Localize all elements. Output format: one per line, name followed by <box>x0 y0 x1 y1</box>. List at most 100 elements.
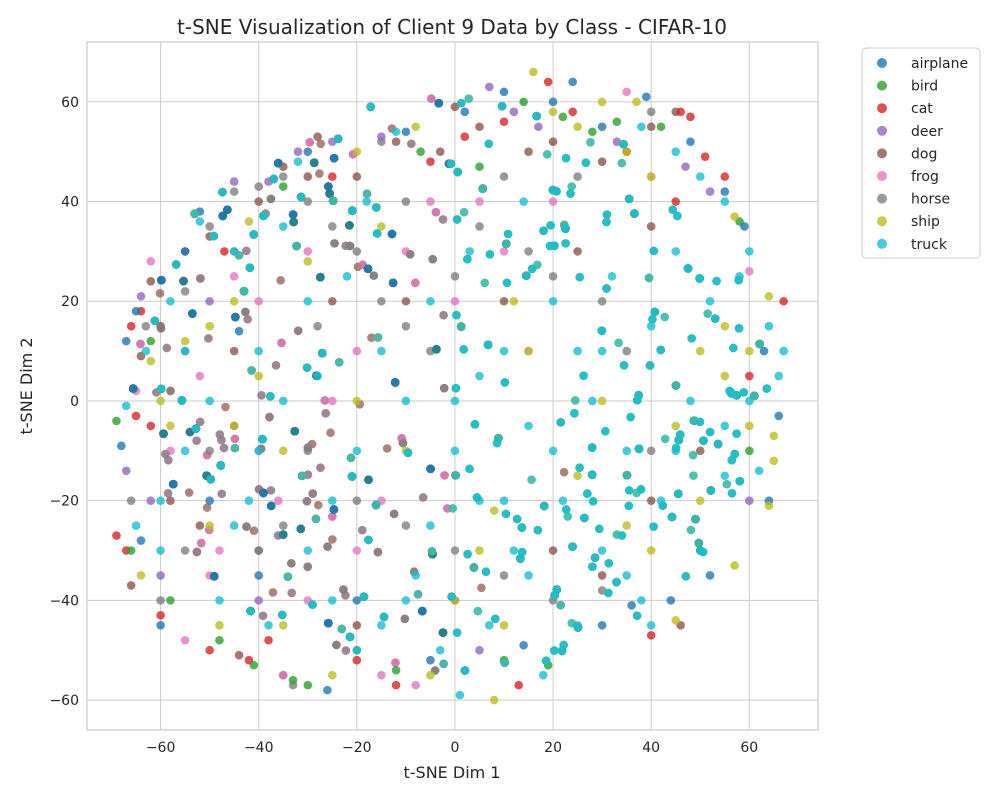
scatter-point-horse <box>548 272 558 281</box>
scatter-point-dog <box>559 467 569 477</box>
scatter-point-frog <box>197 538 206 548</box>
scatter-point-dog <box>548 137 558 147</box>
scatter-point-cat <box>352 655 362 665</box>
scatter-point-truck <box>427 547 437 556</box>
scatter-point-truck <box>644 273 654 283</box>
scatter-point-truck <box>362 197 371 206</box>
scatter-point-truck <box>725 386 734 396</box>
y-tick-label: 0 <box>70 394 79 410</box>
scatter-point-truck <box>372 203 381 212</box>
scatter-point-truck <box>372 229 382 238</box>
scatter-point-ship <box>352 147 362 156</box>
scatter-point-horse <box>242 522 251 531</box>
scatter-point-ship <box>730 561 739 570</box>
plot-area-frame <box>86 41 819 731</box>
scatter-point-truck <box>448 504 458 513</box>
scatter-point-airplane <box>329 153 339 163</box>
scatter-point-truck <box>548 185 558 195</box>
scatter-point-truck <box>745 247 754 256</box>
scatter-point-airplane <box>686 137 695 147</box>
scatter-point-frog <box>303 247 313 256</box>
scatter-point-truck <box>509 546 519 555</box>
scatter-point-truck <box>347 472 357 481</box>
scatter-point-truck <box>377 346 386 356</box>
scatter-point-ship <box>764 501 774 510</box>
scatter-point-truck <box>720 197 730 206</box>
scatter-point-airplane <box>290 426 300 436</box>
scatter-point-dog <box>303 172 313 181</box>
scatter-point-truck <box>156 384 166 394</box>
scatter-point-airplane <box>157 275 166 285</box>
scatter-point-truck <box>278 610 287 620</box>
scatter-point-truck <box>254 446 264 456</box>
scatter-point-truck <box>492 438 502 448</box>
scatter-point-truck <box>619 139 628 149</box>
scatter-point-frog <box>195 371 205 381</box>
scatter-point-truck <box>229 247 239 256</box>
scatter-point-ship <box>489 506 499 515</box>
scatter-point-truck <box>558 496 568 505</box>
legend-marker-horse <box>877 193 887 204</box>
scatter-point-truck <box>710 314 720 323</box>
scatter-point-deer <box>705 187 715 196</box>
scatter-point-airplane <box>289 217 298 227</box>
scatter-point-dog <box>313 132 322 142</box>
scatter-point-ship <box>671 421 681 431</box>
scatter-point-dog <box>450 102 460 112</box>
scatter-point-truck <box>691 514 700 524</box>
scatter-point-truck <box>563 512 573 521</box>
scatter-point-airplane <box>316 272 325 282</box>
scatter-point-bird <box>558 112 568 122</box>
scatter-point-ship <box>499 621 509 630</box>
scatter-point-horse <box>439 310 448 320</box>
scatter-point-frog <box>328 512 337 521</box>
scatter-point-truck <box>499 496 509 505</box>
scatter-point-deer <box>612 137 622 147</box>
scatter-point-truck <box>403 448 413 457</box>
scatter-point-truck <box>567 182 577 191</box>
scatter-point-airplane <box>460 107 470 117</box>
scatter-point-truck <box>612 577 621 587</box>
scatter-point-truck <box>720 471 730 481</box>
scatter-point-airplane <box>641 92 651 102</box>
scatter-point-deer <box>745 496 754 505</box>
scatter-point-truck <box>317 348 327 358</box>
scatter-point-horse <box>524 247 533 256</box>
scatter-point-dog <box>314 500 323 510</box>
scatter-point-cat <box>745 371 754 381</box>
scatter-point-truck <box>470 420 480 429</box>
scatter-point-dog <box>315 169 324 178</box>
scatter-point-airplane <box>759 346 769 356</box>
legend-label-horse: horse <box>911 192 950 208</box>
scatter-point-horse <box>573 172 582 181</box>
scatter-point-truck <box>549 646 559 655</box>
scatter-point-truck <box>484 621 494 630</box>
scatter-point-airplane <box>303 147 313 156</box>
scatter-point-ship <box>646 546 656 555</box>
scatter-point-truck <box>401 596 411 605</box>
scatter-point-horse <box>204 334 213 343</box>
scatter-point-truck <box>735 476 745 486</box>
scatter-point-truck <box>216 461 226 470</box>
scatter-point-frog <box>352 546 362 555</box>
scatter-point-truck <box>739 388 748 397</box>
scatter-point-bird <box>126 546 136 555</box>
scatter-point-truck <box>734 324 744 333</box>
scatter-point-frog <box>426 197 435 206</box>
scatter-point-truck <box>451 383 461 393</box>
scatter-point-airplane <box>627 601 636 610</box>
scatter-point-truck <box>729 343 738 353</box>
scatter-point-truck <box>166 296 175 306</box>
scatter-point-dog <box>477 583 486 593</box>
scatter-point-airplane <box>387 229 397 239</box>
scatter-point-horse <box>405 249 415 259</box>
legend-marker-bird <box>877 80 887 91</box>
scatter-point-frog <box>229 272 239 281</box>
scatter-point-horse <box>439 383 449 393</box>
scatter-point-dog <box>195 521 205 530</box>
legend-marker-ship <box>877 216 887 227</box>
scatter-point-horse <box>389 509 399 519</box>
scatter-point-truck <box>293 157 303 166</box>
scatter-point-truck <box>205 396 214 406</box>
scatter-point-truck <box>539 501 549 511</box>
